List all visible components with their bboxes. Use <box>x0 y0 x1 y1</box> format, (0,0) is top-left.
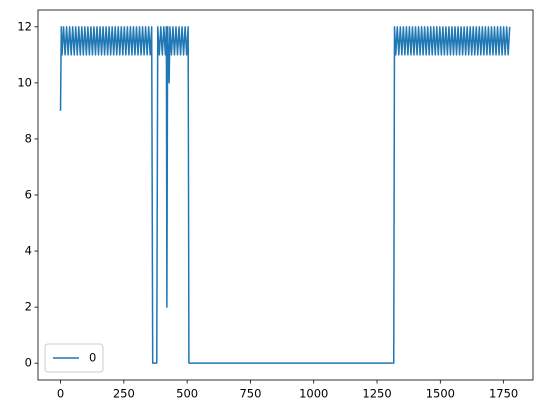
x-tick-label: 1250 <box>362 387 391 401</box>
x-tick-label: 250 <box>113 387 135 401</box>
y-tick-label: 6 <box>25 188 32 202</box>
x-tick-label: 750 <box>239 387 261 401</box>
legend-label: 0 <box>89 351 96 365</box>
y-tick-label: 12 <box>17 19 32 33</box>
x-tick-label: 0 <box>57 387 64 401</box>
y-tick-label: 0 <box>25 356 32 370</box>
y-tick-label: 2 <box>25 300 32 314</box>
x-tick-label: 1750 <box>489 387 518 401</box>
y-tick-label: 4 <box>25 244 32 258</box>
x-tick-label: 1500 <box>426 387 455 401</box>
y-tick-label: 10 <box>17 75 32 89</box>
x-tick-label: 1000 <box>299 387 328 401</box>
axes-frame <box>37 9 534 381</box>
y-tick-label: 8 <box>25 131 32 145</box>
x-tick-label: 500 <box>176 387 198 401</box>
data-line <box>59 26 511 364</box>
